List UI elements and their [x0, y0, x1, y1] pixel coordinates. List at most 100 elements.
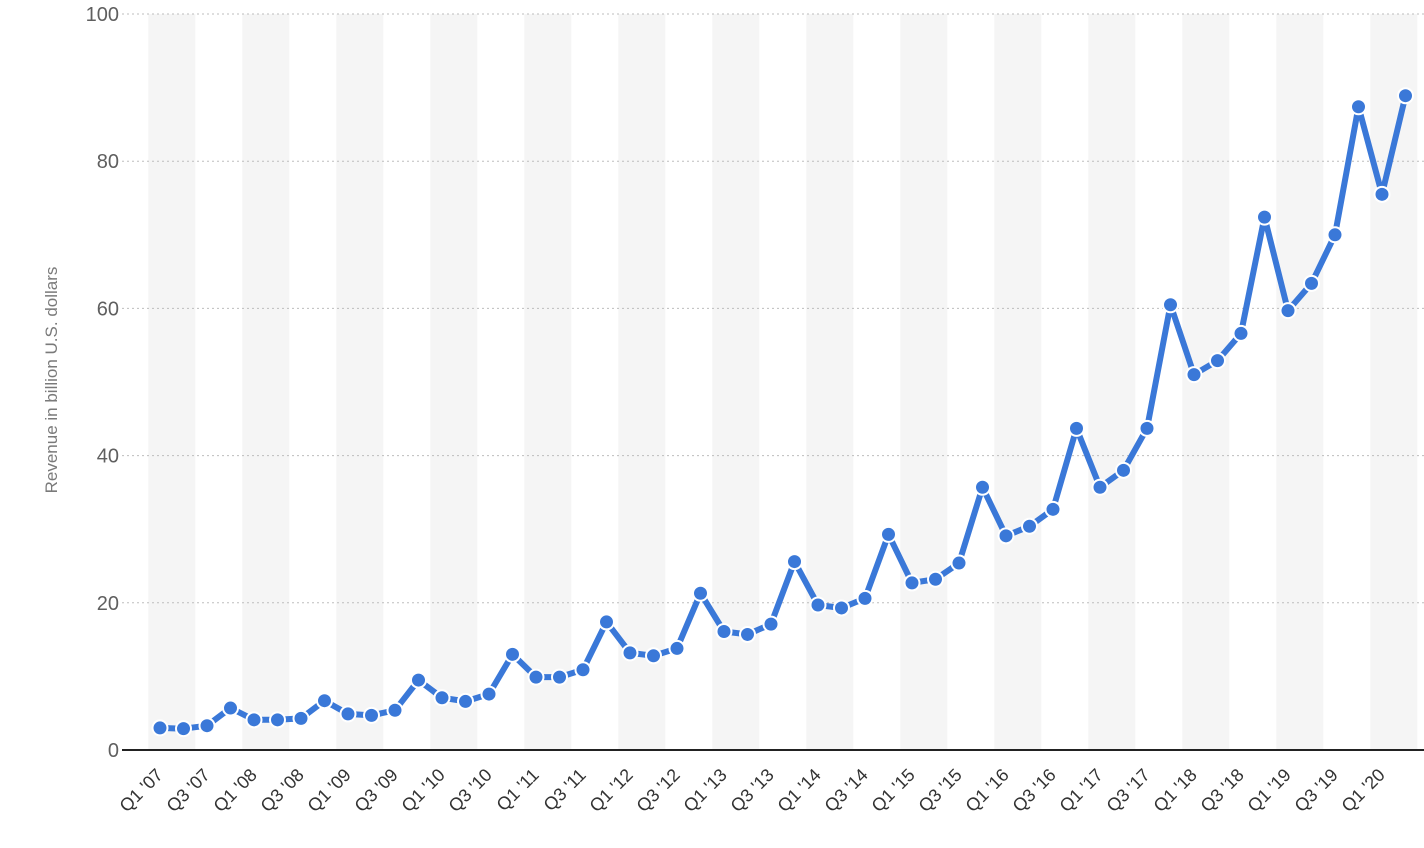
column-band	[336, 14, 384, 750]
x-tick-label: Q3 '18	[1197, 765, 1248, 816]
data-points	[151, 87, 1414, 738]
x-tick-label: Q3 '17	[1103, 765, 1154, 816]
x-tick-label: Q3 '12	[633, 765, 684, 816]
x-tick-label: Q1 '17	[1056, 765, 1107, 816]
column-band	[618, 14, 666, 750]
y-tick-label: 100	[86, 4, 119, 26]
data-point[interactable]	[762, 615, 780, 633]
data-point[interactable]	[339, 705, 357, 723]
data-point[interactable]	[316, 692, 333, 710]
x-tick-label: Q3 '11	[540, 765, 590, 815]
x-tick-label: Q3 '10	[445, 765, 496, 816]
data-point[interactable]	[1091, 478, 1109, 496]
data-point[interactable]	[692, 584, 709, 602]
x-tick-label: Q1 '12	[586, 765, 637, 816]
data-point[interactable]	[151, 719, 169, 737]
data-point[interactable]	[598, 613, 615, 631]
data-point[interactable]	[527, 668, 545, 686]
data-point[interactable]	[551, 668, 568, 686]
data-point[interactable]	[1209, 352, 1226, 370]
data-point[interactable]	[715, 623, 733, 641]
data-point[interactable]	[1185, 366, 1203, 384]
x-tick-label: Q1 '14	[774, 765, 825, 816]
data-point[interactable]	[950, 554, 968, 572]
x-tick-label: Q1 '07	[116, 765, 167, 816]
data-point[interactable]	[1373, 185, 1391, 203]
column-band	[806, 14, 854, 750]
data-point[interactable]	[410, 671, 427, 689]
data-point[interactable]	[880, 525, 897, 543]
gridlines	[122, 13, 1424, 604]
data-point[interactable]	[1397, 87, 1414, 105]
data-point[interactable]	[269, 711, 286, 729]
column-band	[1182, 14, 1230, 750]
data-point[interactable]	[1068, 419, 1085, 437]
data-point[interactable]	[739, 625, 756, 643]
x-tick-label: Q3 '09	[351, 765, 402, 816]
column-band	[242, 14, 290, 750]
data-point[interactable]	[363, 706, 380, 724]
data-point[interactable]	[245, 711, 263, 729]
x-tick-label: Q1 '10	[398, 765, 449, 816]
data-point[interactable]	[1021, 517, 1038, 535]
data-point[interactable]	[903, 574, 921, 592]
column-band	[1276, 14, 1324, 750]
data-point[interactable]	[1350, 98, 1367, 116]
data-point[interactable]	[574, 661, 592, 679]
data-point[interactable]	[645, 647, 662, 665]
data-point[interactable]	[621, 644, 639, 662]
x-tick-label: Q3 '08	[257, 765, 308, 816]
data-point[interactable]	[856, 589, 874, 607]
y-axis-ticks: 0 20 40 60 80 100	[86, 4, 119, 762]
data-point[interactable]	[1162, 296, 1179, 314]
y-tick-label: 80	[97, 151, 119, 173]
data-point[interactable]	[786, 553, 803, 571]
data-point[interactable]	[974, 478, 991, 496]
x-tick-label: Q3 '16	[1009, 765, 1060, 816]
x-tick-label: Q3 '19	[1291, 765, 1342, 816]
column-band	[148, 14, 196, 750]
data-point[interactable]	[833, 599, 850, 617]
y-tick-label: 0	[108, 740, 119, 762]
column-bands	[148, 14, 1418, 750]
data-point[interactable]	[997, 527, 1015, 545]
column-band	[524, 14, 572, 750]
data-point[interactable]	[292, 709, 310, 727]
x-tick-label: Q3 '13	[727, 765, 778, 816]
data-point[interactable]	[809, 596, 827, 614]
data-point[interactable]	[927, 570, 944, 588]
data-point[interactable]	[668, 639, 686, 657]
x-tick-label: Q3 '07	[163, 765, 214, 816]
x-tick-label: Q1 '08	[210, 765, 261, 816]
data-point[interactable]	[1256, 208, 1273, 226]
data-point[interactable]	[386, 701, 404, 719]
y-tick-label: 20	[97, 593, 119, 615]
data-point[interactable]	[175, 720, 192, 738]
data-point[interactable]	[480, 685, 498, 703]
x-tick-label: Q3 '14	[821, 765, 872, 816]
data-point[interactable]	[504, 645, 521, 663]
y-axis-title: Revenue in billion U.S. dollars	[42, 267, 61, 494]
data-point[interactable]	[1326, 226, 1344, 244]
data-point[interactable]	[1115, 461, 1132, 479]
x-tick-label: Q1 '18	[1150, 765, 1201, 816]
data-point[interactable]	[1279, 302, 1297, 320]
x-tick-label: Q1 '16	[962, 765, 1013, 816]
data-point[interactable]	[1138, 419, 1156, 437]
column-band	[994, 14, 1042, 750]
data-point[interactable]	[1232, 324, 1250, 342]
data-point[interactable]	[457, 692, 474, 710]
y-tick-label: 40	[97, 446, 119, 468]
x-tick-label: Q1 '11	[493, 765, 543, 815]
data-point[interactable]	[222, 699, 239, 717]
data-point[interactable]	[433, 689, 451, 707]
column-band	[1088, 14, 1136, 750]
x-tick-label: Q1 '15	[868, 765, 919, 816]
data-point[interactable]	[1303, 274, 1320, 292]
column-band	[900, 14, 948, 750]
x-tick-label: Q1 '19	[1244, 765, 1295, 816]
data-point[interactable]	[1044, 500, 1062, 518]
data-point[interactable]	[198, 717, 216, 735]
